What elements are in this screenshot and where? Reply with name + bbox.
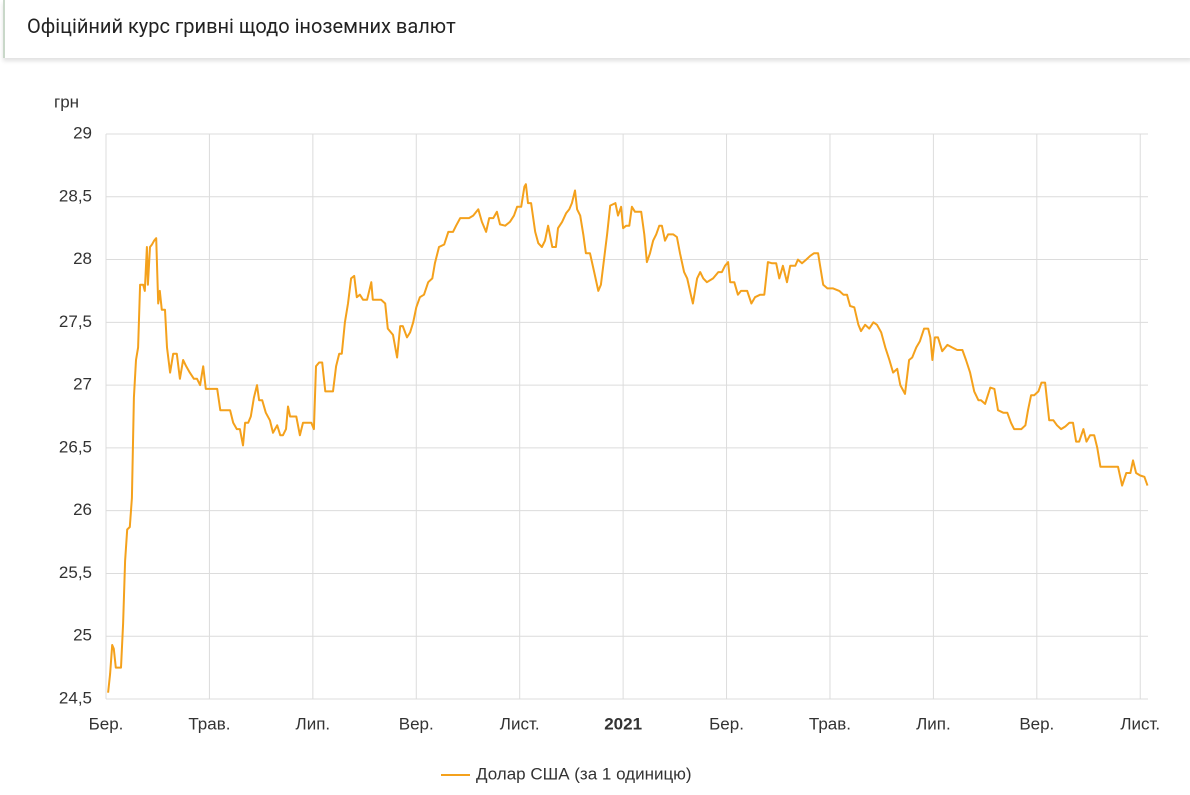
- y-tick-label: 25,5: [59, 563, 92, 582]
- header-title: Офіційний курс гривні щодо іноземних вал…: [27, 14, 456, 38]
- x-tick-label: Вер.: [399, 714, 434, 733]
- y-tick-label: 27,5: [59, 312, 92, 331]
- x-tick-label: Лист.: [1120, 714, 1160, 733]
- x-tick-label: Вер.: [1019, 714, 1054, 733]
- x-tick-label: 2021: [604, 714, 642, 733]
- x-tick-label: Лип.: [916, 714, 951, 733]
- y-tick-label: 28,5: [59, 186, 92, 205]
- y-tick-label: 26,5: [59, 437, 92, 456]
- y-tick-label: 26: [73, 500, 92, 519]
- x-tick-label: Бер.: [709, 714, 744, 733]
- data-line: [107, 183, 1149, 693]
- x-tick-label: Трав.: [809, 714, 851, 733]
- legend-label: Долар США (за 1 одиницю): [476, 764, 692, 783]
- y-axis-label: грн: [54, 92, 79, 111]
- x-tick-label: Лип.: [296, 714, 331, 733]
- header: Офіційний курс гривні щодо іноземних вал…: [3, 0, 1190, 58]
- y-tick-label: 27: [73, 375, 92, 394]
- x-tick-label: Бер.: [89, 714, 124, 733]
- y-tick-label: 25: [73, 626, 92, 645]
- y-tick-label: 24,5: [59, 688, 92, 707]
- x-tick-label: Лист.: [500, 714, 540, 733]
- x-tick-label: Трав.: [188, 714, 230, 733]
- y-tick-label: 29: [73, 123, 92, 142]
- y-tick-label: 28: [73, 249, 92, 268]
